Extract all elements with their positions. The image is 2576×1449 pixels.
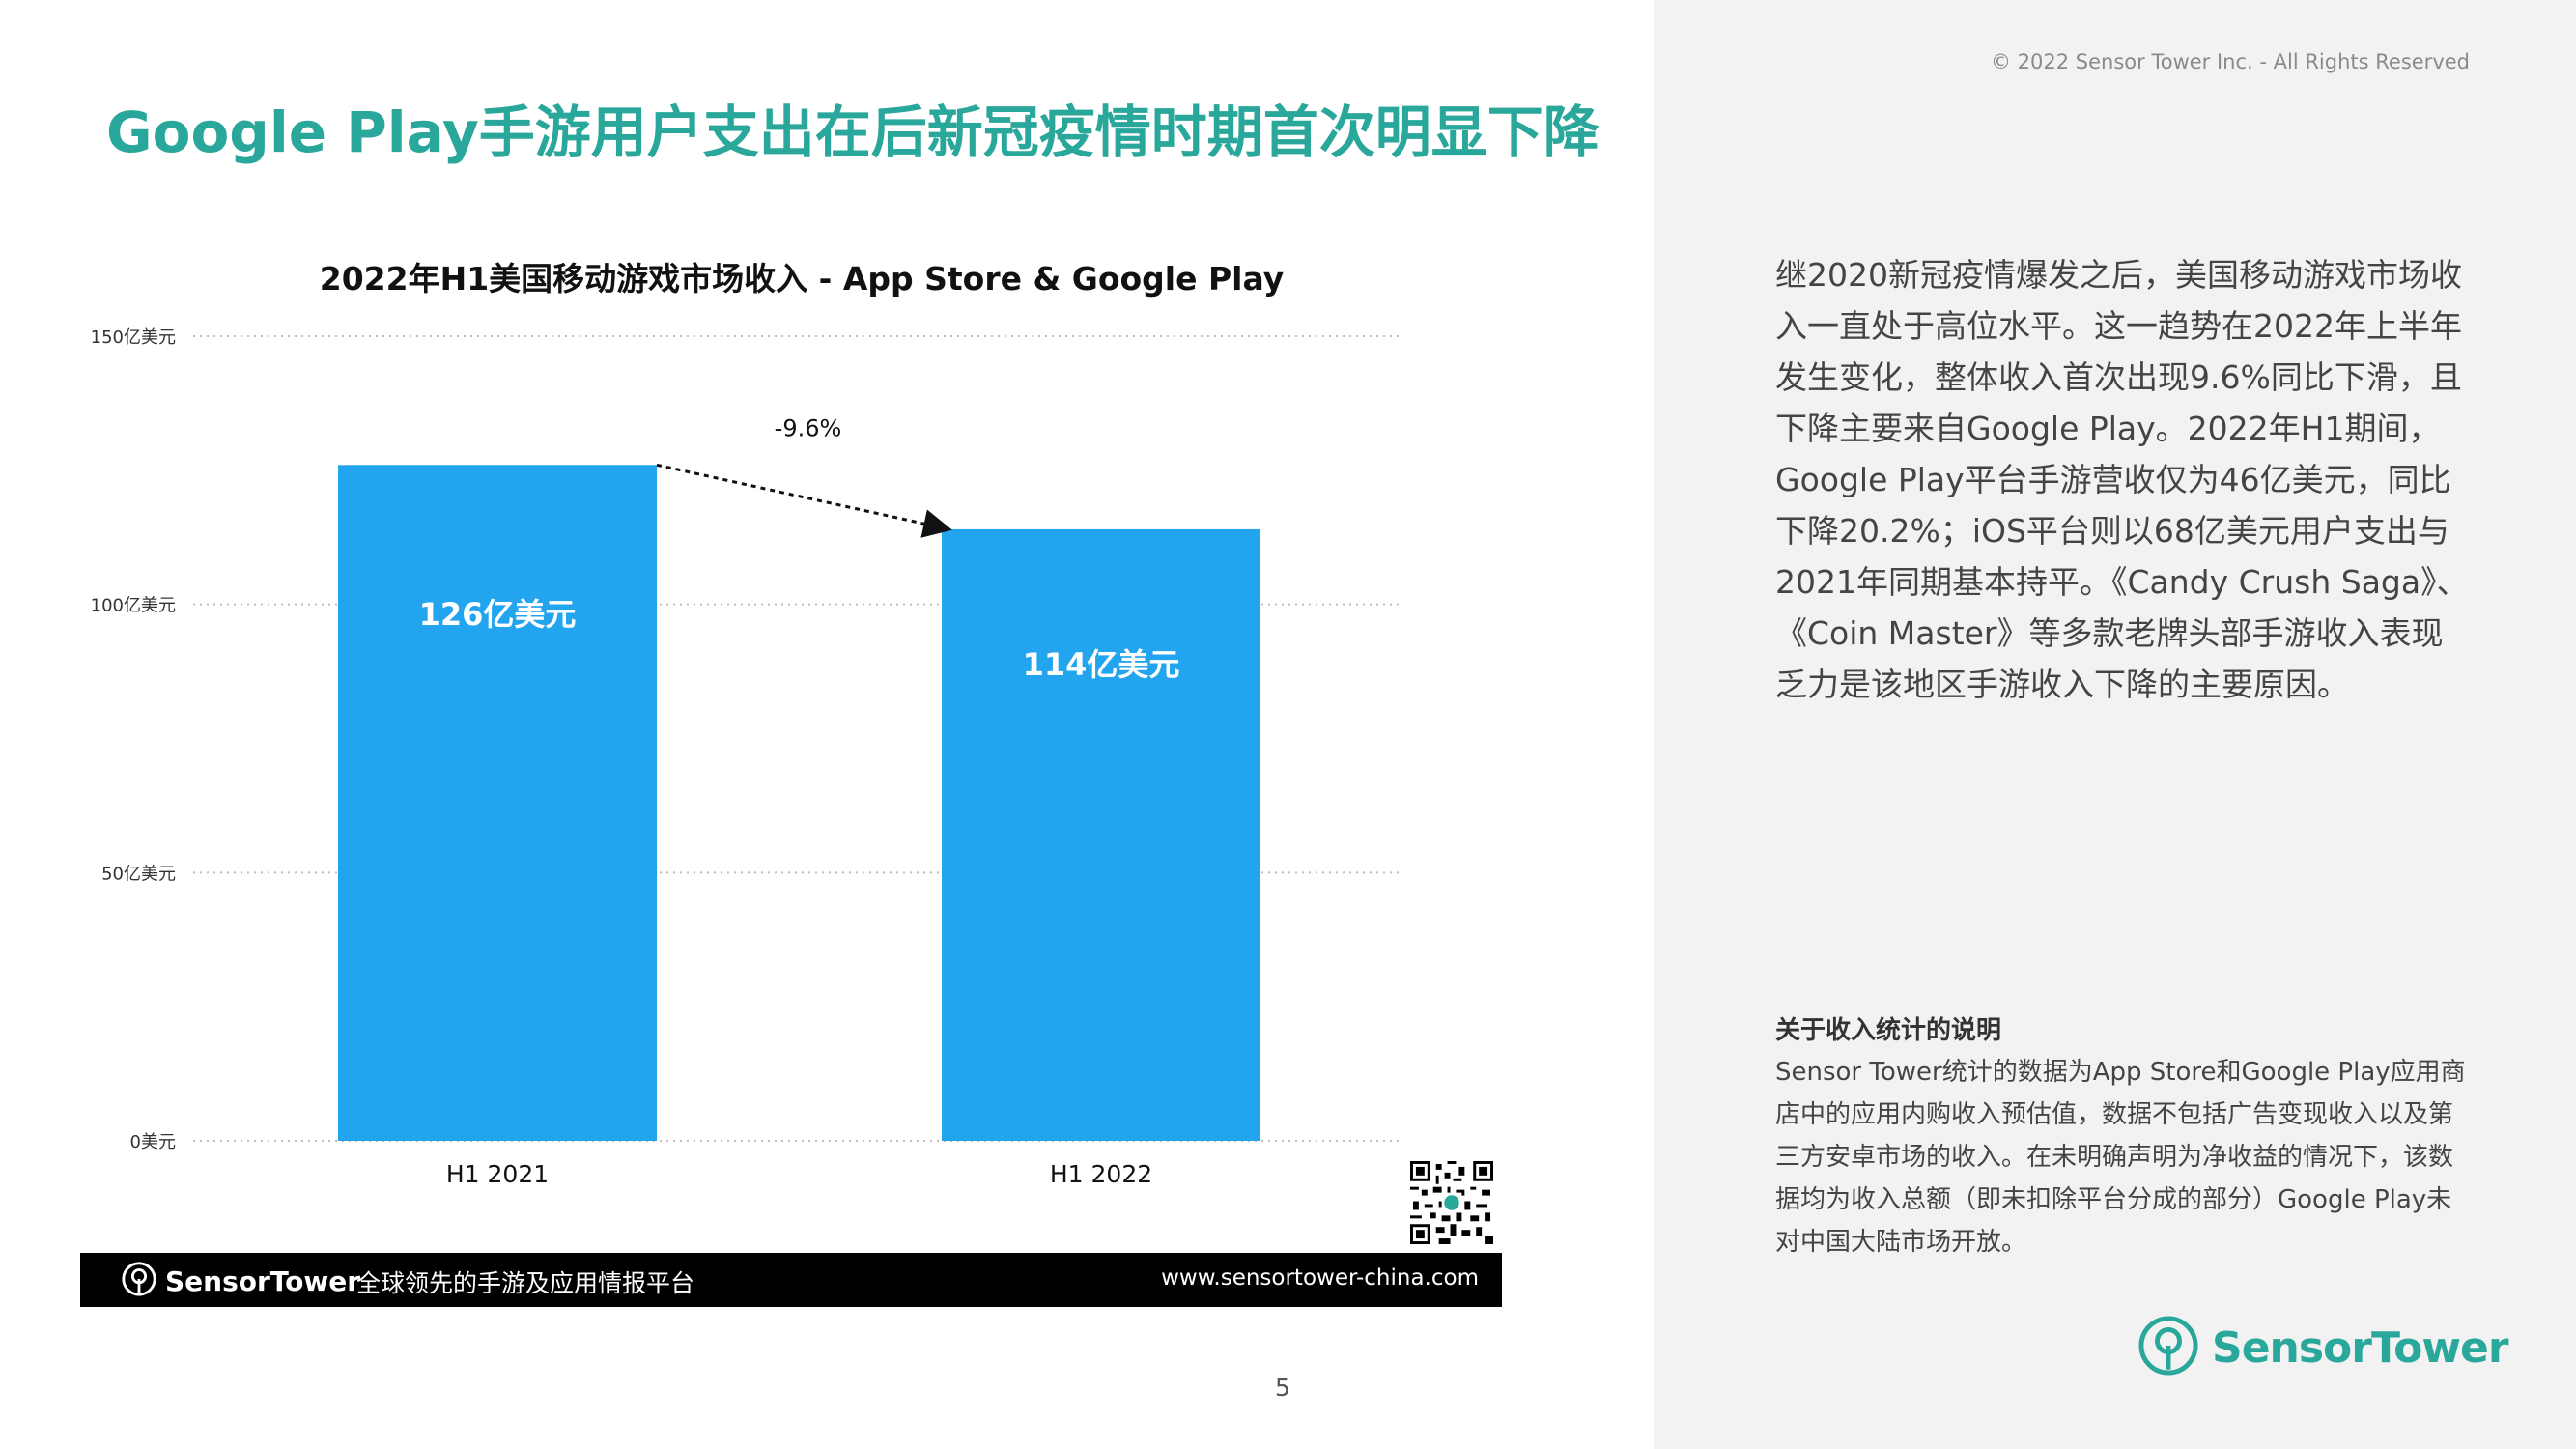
footer-slogan: 全球领先的手游及应用情报平台	[356, 1269, 695, 1297]
footer-url[interactable]: www.sensortower-china.com	[1161, 1265, 1479, 1291]
y-tick-label: 150亿美元	[91, 327, 176, 348]
copyright: © 2022 Sensor Tower Inc. - All Rights Re…	[1991, 50, 2470, 73]
y-tick-label: 50亿美元	[101, 864, 176, 884]
qr-code	[1410, 1161, 1493, 1244]
bar-data-label: 126亿美元	[419, 596, 577, 633]
side-panel	[1654, 0, 2576, 1449]
brand-logo: SensorTower	[2137, 1314, 2509, 1381]
page-number: 5	[1275, 1374, 1290, 1402]
page-title: Google Play手游用户支出在后新冠疫情时期首次明显下降	[106, 99, 1599, 165]
change-arrow	[656, 463, 952, 538]
x-tick-label: H1 2022	[1050, 1160, 1152, 1188]
main-panel: Google Play手游用户支出在后新冠疫情时期首次明显下降 2022年H1美…	[80, 99, 1599, 1402]
bar	[942, 528, 1260, 1141]
y-tick-label: 100亿美元	[91, 596, 176, 616]
brand-name: SensorTower	[2212, 1322, 2509, 1373]
sensor-tower-logo-icon	[121, 1261, 157, 1301]
note-text: Sensor Tower统计的数据为App Store和Google Play应…	[1775, 1058, 2466, 1257]
footer-logo: SensorTower	[121, 1261, 360, 1301]
footer-brand-name: SensorTower	[165, 1264, 361, 1297]
footer-bar: SensorTower 全球领先的手游及应用情报平台 www.sensortow…	[80, 1253, 1502, 1307]
bar-chart: 0美元 50亿美元 100亿美元 150亿美元 126亿美元 H1 2021 114亿美元 H…	[91, 327, 1401, 1188]
bar	[338, 465, 657, 1141]
bar-data-label: 114亿美元	[1023, 646, 1180, 683]
x-tick-label: H1 2021	[446, 1160, 549, 1188]
chart-title: 2022年H1美国移动游戏市场收入 - App Store & Google P…	[319, 260, 1285, 298]
summary-paragraph: 继2020新冠疫情爆发之后，美国移动游戏市场收入一直处于高位水平。这一趋势在20…	[1775, 256, 2469, 703]
sensor-tower-logo-icon	[2137, 1314, 2200, 1381]
change-annotation: -9.6%	[775, 414, 842, 441]
note-heading: 关于收入统计的说明	[1775, 1016, 2002, 1045]
y-tick-label: 0美元	[130, 1132, 176, 1152]
